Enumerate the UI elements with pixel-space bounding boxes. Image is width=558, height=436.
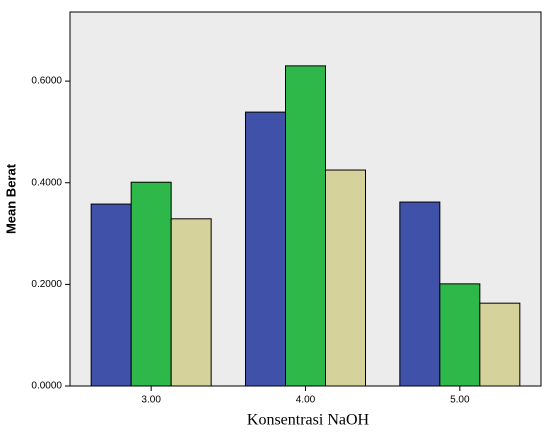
bar	[325, 169, 366, 387]
bar	[399, 201, 441, 387]
bar	[439, 283, 481, 387]
bar	[245, 111, 286, 387]
bar	[90, 203, 132, 387]
bar	[479, 302, 521, 387]
y-axis-title: Mean Berat	[3, 163, 18, 234]
y-tick-label: 0.2000	[31, 279, 62, 290]
bar	[170, 218, 212, 387]
bar	[130, 181, 172, 387]
x-axis-title: Konsentrasi NaOH	[247, 412, 370, 429]
bar	[285, 65, 326, 387]
x-tick-label: 3.00	[141, 395, 161, 406]
x-tick-label: 5.00	[450, 395, 470, 406]
y-tick-label: 0.0000	[31, 381, 62, 392]
x-tick-label: 4.00	[296, 395, 316, 406]
y-tick-label: 0.4000	[31, 177, 62, 188]
y-tick-label: 0.6000	[31, 76, 62, 87]
